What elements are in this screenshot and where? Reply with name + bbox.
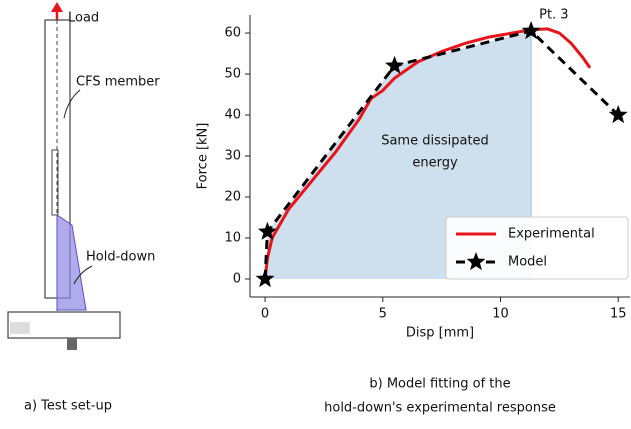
y-tick-label: 20 — [224, 189, 241, 204]
x-tick-label: 15 — [610, 307, 627, 322]
load-arrow-head — [51, 2, 63, 12]
x-tick-label: 0 — [261, 307, 269, 322]
slot — [51, 149, 59, 216]
legend-label: Experimental — [508, 226, 595, 241]
nut — [67, 338, 77, 350]
caption-b: hold-down's experimental response — [324, 401, 556, 416]
y-tick-label: 50 — [224, 67, 241, 82]
area-text: energy — [412, 156, 458, 171]
member-leader — [63, 89, 81, 119]
member-label: CFS member — [76, 75, 160, 90]
y-tick-label: 30 — [224, 149, 241, 164]
legend-label: Model — [508, 254, 547, 269]
area-text: Same dissipated — [381, 134, 489, 149]
y-tick-label: 40 — [224, 108, 241, 123]
y-tick-label: 0 — [233, 271, 241, 286]
star-marker — [521, 21, 541, 40]
series-line — [263, 27, 592, 280]
star-marker — [257, 221, 277, 240]
point-annotation: Pt. 3 — [539, 7, 568, 22]
star-marker — [255, 269, 275, 288]
y-tick-label: 10 — [224, 230, 241, 245]
star-marker — [608, 105, 628, 124]
caption-a: a) Test set-up — [24, 399, 112, 414]
x-axis-label: Disp [mm] — [406, 326, 474, 341]
y-axis-label: Force [kN] — [196, 123, 211, 190]
x-tick-label: 10 — [492, 307, 509, 322]
caption-b: b) Model fitting of the — [369, 377, 510, 392]
load-label: Load — [68, 11, 99, 26]
base-shade — [10, 322, 30, 334]
holddown-leader — [73, 265, 93, 285]
y-tick-label: 60 — [224, 26, 241, 41]
test-setup-drawing: Load CFS member Hold-down a) Test set-up — [7, 2, 160, 414]
holddown-label: Hold-down — [86, 250, 155, 265]
x-tick-label: 5 — [379, 307, 387, 322]
legend-star — [466, 252, 486, 271]
star-marker — [385, 55, 405, 74]
hold-down — [56, 214, 87, 311]
